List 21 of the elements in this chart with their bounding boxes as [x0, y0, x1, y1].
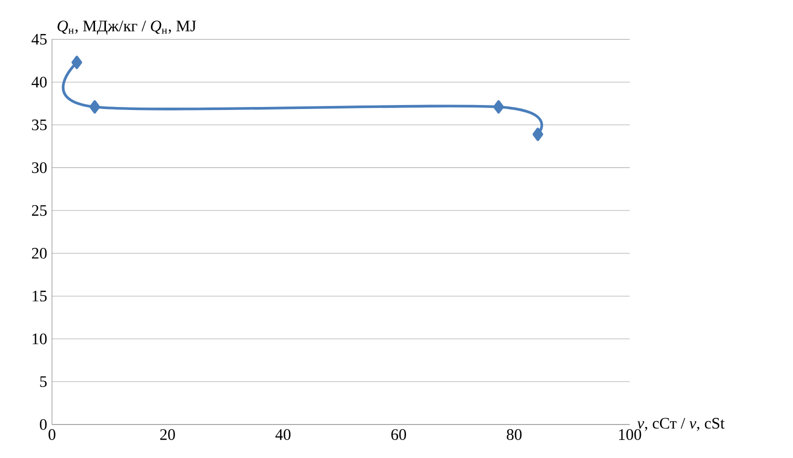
point [532, 127, 544, 141]
y-tick-label: 35 [32, 119, 47, 130]
x-tick-label: 40 [275, 428, 290, 440]
y-tick-label: 15 [32, 290, 47, 302]
x-tick-label: 100 [619, 428, 642, 440]
x-tick-label: 80 [506, 428, 522, 440]
y-tick-label: 10 [32, 333, 47, 344]
y-tick-label: 30 [32, 162, 47, 173]
y-tick-label: 20 [32, 248, 47, 258]
y-axis-title: Q$_{н}$, МДж/кг / Q$_{н}$, MJ [58, 20, 196, 34]
point [493, 100, 504, 114]
y-tick-label: 25 [32, 204, 47, 216]
point [89, 100, 100, 114]
y-tick-label: 0 [40, 418, 47, 430]
point [72, 56, 82, 69]
x-tick-label: 0 [48, 428, 56, 440]
x-tick-label: 60 [391, 428, 406, 440]
y-tick-label: 5 [40, 376, 47, 387]
y-tick-label: 45 [32, 34, 47, 44]
y-tick-label: 40 [32, 76, 47, 88]
x-tick-label: 20 [160, 428, 175, 440]
